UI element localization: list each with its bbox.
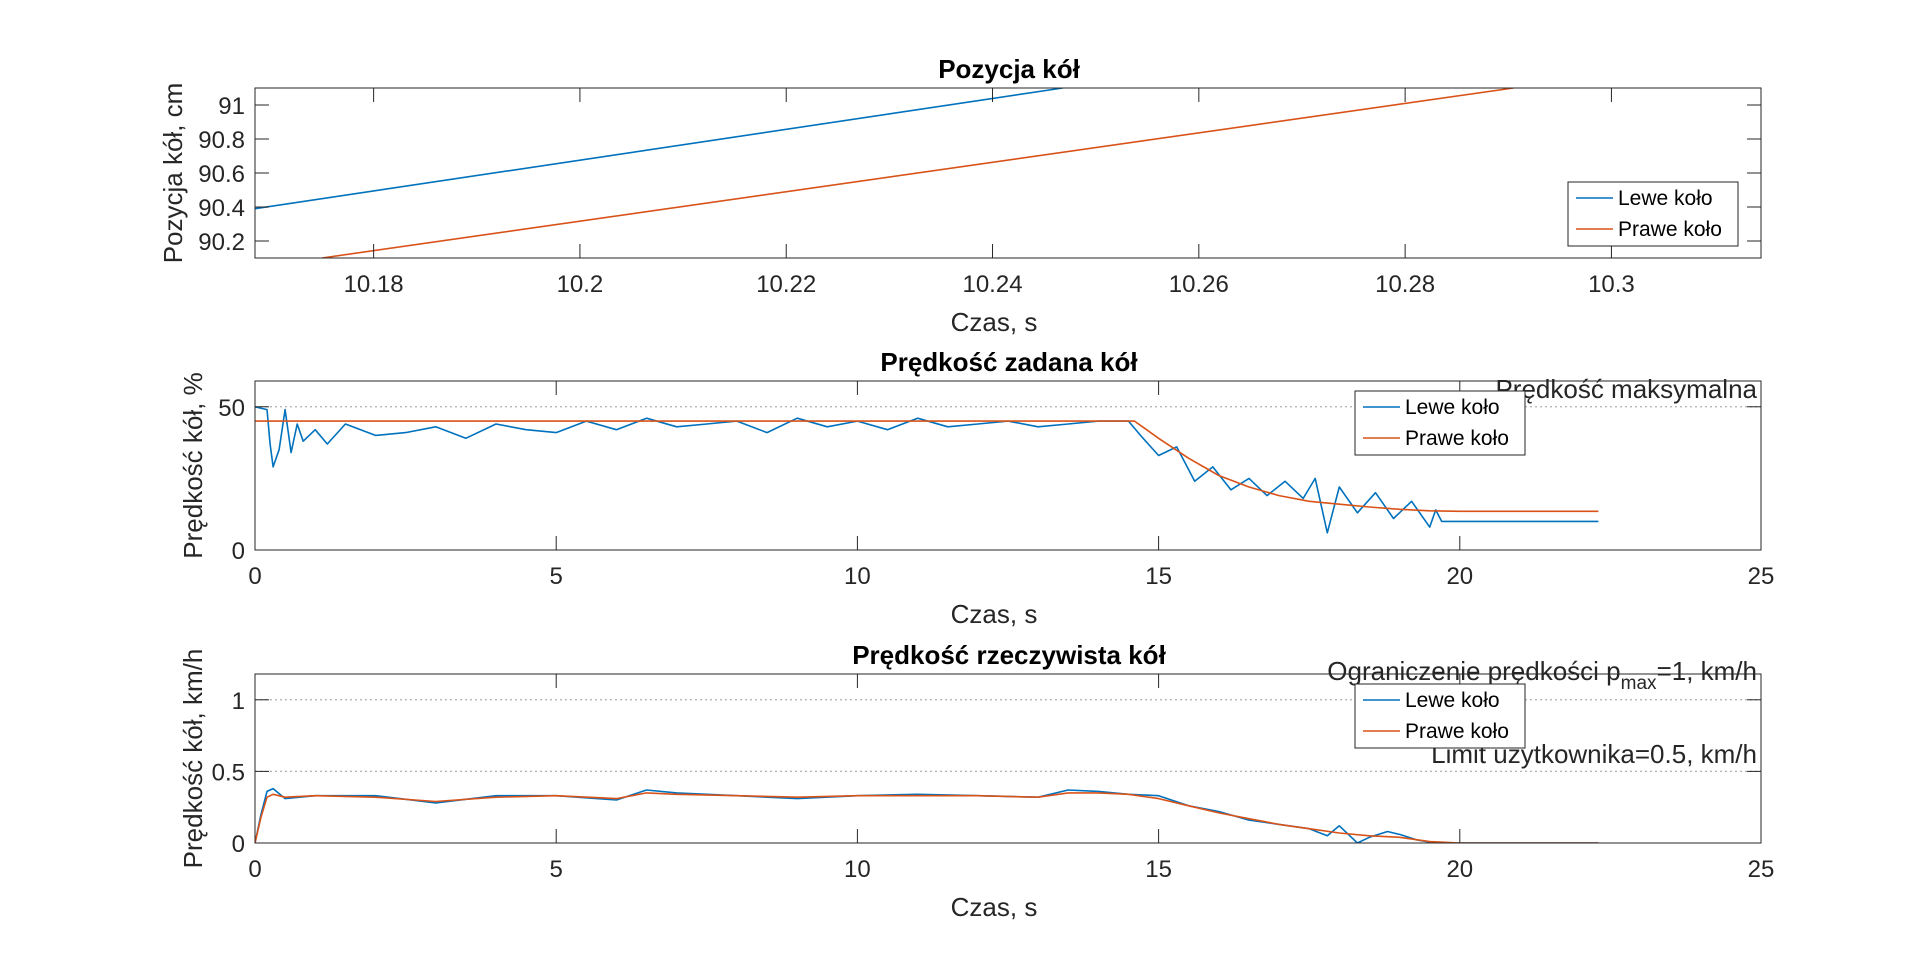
legend-label: Lewe koło bbox=[1618, 187, 1713, 210]
series-line-right-wheel bbox=[321, 88, 1514, 258]
x-tick-label: 15 bbox=[1145, 563, 1172, 590]
y-tick-label: 50 bbox=[218, 395, 245, 422]
y-tick-label: 91 bbox=[218, 93, 245, 120]
y-tick-label: 90.2 bbox=[198, 229, 245, 256]
x-axis-label: Czas, s bbox=[951, 599, 1038, 629]
legend-label: Lewe koło bbox=[1405, 689, 1500, 712]
x-tick-label: 10.2 bbox=[557, 271, 604, 298]
chart-actual_speed: Ograniczenie prędkości pmax=1, km/hLimit… bbox=[178, 640, 1774, 922]
x-tick-label: 15 bbox=[1145, 856, 1172, 883]
x-axis-label: Czas, s bbox=[951, 307, 1038, 337]
series-group bbox=[255, 406, 1599, 534]
series-line-left-wheel bbox=[255, 88, 1063, 210]
x-tick-label: 20 bbox=[1446, 563, 1473, 590]
legend: Lewe koło Prawe koło bbox=[1354, 390, 1526, 456]
legend-box bbox=[1354, 390, 1526, 456]
legend-label: Prawe koło bbox=[1405, 427, 1509, 450]
series-group bbox=[255, 88, 1514, 258]
series-group bbox=[255, 787, 1599, 843]
legend-label: Prawe koło bbox=[1405, 720, 1509, 743]
chart-title: Prędkość rzeczywista kół bbox=[852, 640, 1166, 670]
reference-label-sub: max bbox=[1621, 673, 1657, 694]
x-axis-label: Czas, s bbox=[951, 892, 1038, 922]
chart-set_speed: Prędkość maksymalna 0 5 10 15 20 25 0 50 Prędkość… bbox=[178, 347, 1774, 629]
x-tick-label: 10.22 bbox=[756, 271, 816, 298]
y-tick-label: 1 bbox=[232, 688, 245, 715]
y-axis-label: Pozycja kół, cm bbox=[158, 83, 188, 264]
y-tick-label: 0 bbox=[232, 538, 245, 565]
reference-line-label: Prędkość maksymalna bbox=[1495, 374, 1757, 404]
y-tick-label: 90.6 bbox=[198, 161, 245, 188]
y-axis-label: Prędkość kół, % bbox=[178, 372, 208, 558]
x-tick-label: 10 bbox=[844, 563, 871, 590]
x-tick-label: 20 bbox=[1446, 856, 1473, 883]
x-tick-label: 25 bbox=[1748, 856, 1775, 883]
y-tick-label: 0 bbox=[232, 831, 245, 858]
x-tick-label: 10.24 bbox=[962, 271, 1022, 298]
reference-line-label: Ograniczenie prędkości pmax=1, km/h bbox=[1327, 656, 1757, 694]
x-tick-label: 0 bbox=[248, 856, 261, 883]
legend-label: Lewe koło bbox=[1405, 396, 1500, 419]
plot-area bbox=[255, 88, 1761, 258]
x-tick-label: 25 bbox=[1748, 563, 1775, 590]
x-tick-label: 10.3 bbox=[1588, 271, 1635, 298]
y-axis-label: Prędkość kół, km/h bbox=[178, 649, 208, 869]
x-tick-label: 5 bbox=[550, 856, 563, 883]
axes-box bbox=[254, 673, 1762, 844]
x-tick-label: 10 bbox=[844, 856, 871, 883]
chart-title: Pozycja kół bbox=[938, 54, 1080, 84]
legend-box bbox=[1354, 683, 1526, 749]
series-line-left-wheel bbox=[255, 406, 1599, 534]
y-tick-label: 0.5 bbox=[212, 759, 245, 786]
chart-title: Prędkość zadana kół bbox=[880, 347, 1138, 377]
x-tick-label: 0 bbox=[248, 563, 261, 590]
x-tick-label: 5 bbox=[550, 563, 563, 590]
series-line-right-wheel bbox=[255, 420, 1599, 513]
reference-label-main: Prędkość maksymalna bbox=[1495, 374, 1757, 404]
axes-box bbox=[254, 380, 1762, 551]
legend-label: Prawe koło bbox=[1618, 218, 1722, 241]
series-line-right-wheel bbox=[255, 792, 1599, 843]
chart-position: 10.18 10.2 10.22 10.24 10.26 10.28 10.3 90.2 90.… bbox=[158, 54, 1762, 337]
y-tick-label: 90.8 bbox=[198, 127, 245, 154]
series-line-left-wheel bbox=[255, 787, 1599, 843]
x-tick-label: 10.28 bbox=[1375, 271, 1435, 298]
x-tick-label: 10.26 bbox=[1169, 271, 1229, 298]
legend-box bbox=[1567, 181, 1739, 247]
reference-label-after: =1, km/h bbox=[1657, 656, 1757, 686]
x-tick-label: 10.18 bbox=[344, 271, 404, 298]
y-tick-label: 90.4 bbox=[198, 195, 245, 222]
legend: Lewe koło Prawe koło bbox=[1354, 683, 1526, 749]
legend: Lewe koło Prawe koło bbox=[1567, 181, 1739, 247]
reference-label-main: Ograniczenie prędkości p bbox=[1327, 656, 1620, 686]
